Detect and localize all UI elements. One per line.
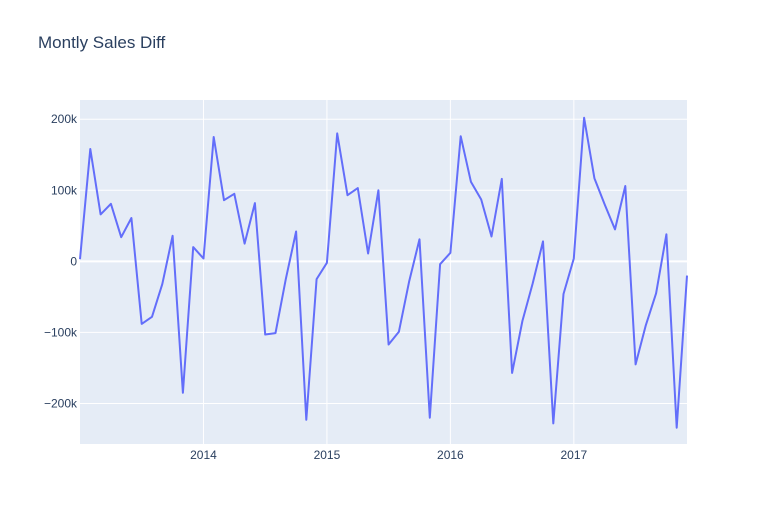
data-point[interactable] <box>190 244 196 250</box>
y-tick-label: 100k <box>51 183 78 197</box>
data-point[interactable] <box>149 314 155 320</box>
data-point[interactable] <box>561 291 567 297</box>
y-axis-ticks: 200k 100k 0 −100k −200k <box>44 112 78 410</box>
data-point[interactable] <box>447 250 453 256</box>
data-point[interactable] <box>344 192 350 198</box>
y-tick-label: −100k <box>44 325 78 339</box>
y-tick-label: 200k <box>51 112 78 126</box>
data-point[interactable] <box>108 201 114 207</box>
data-point[interactable] <box>499 176 505 182</box>
chart-title: Montly Sales Diff <box>38 33 166 52</box>
data-point[interactable] <box>314 276 320 282</box>
data-point[interactable] <box>458 133 464 139</box>
data-point[interactable] <box>221 197 227 203</box>
data-point[interactable] <box>200 255 206 261</box>
x-tick-label: 2014 <box>190 448 217 462</box>
x-axis-ticks: 2014 2015 2016 2017 <box>190 448 587 462</box>
data-point[interactable] <box>509 370 515 376</box>
data-point[interactable] <box>550 420 556 426</box>
data-point[interactable] <box>530 280 536 286</box>
data-point[interactable] <box>262 332 268 338</box>
data-point[interactable] <box>427 415 433 421</box>
data-point[interactable] <box>653 290 659 296</box>
y-tick-label: 0 <box>70 254 77 268</box>
series-line[interactable] <box>79 116 688 429</box>
data-point[interactable] <box>437 261 443 267</box>
data-point[interactable] <box>571 255 577 261</box>
data-point[interactable] <box>417 236 423 242</box>
data-point[interactable] <box>334 130 340 136</box>
data-point[interactable] <box>365 251 371 257</box>
data-point[interactable] <box>674 425 680 431</box>
data-point[interactable] <box>396 329 402 335</box>
y-tick-label: −200k <box>44 396 78 410</box>
data-point[interactable] <box>633 361 639 367</box>
data-point[interactable] <box>468 179 474 185</box>
data-point[interactable] <box>622 183 628 189</box>
data-point[interactable] <box>128 215 134 221</box>
data-point[interactable] <box>283 276 289 282</box>
x-tick-label: 2015 <box>314 448 341 462</box>
data-point[interactable] <box>355 185 361 191</box>
data-point[interactable] <box>643 322 649 328</box>
data-point[interactable] <box>272 330 278 336</box>
data-point[interactable] <box>231 191 237 197</box>
data-point[interactable] <box>303 417 309 423</box>
data-point[interactable] <box>242 241 248 247</box>
data-point[interactable] <box>98 211 104 217</box>
gridlines <box>80 100 687 444</box>
data-point[interactable] <box>602 201 608 207</box>
data-point[interactable] <box>612 226 618 232</box>
data-point[interactable] <box>478 197 484 203</box>
data-point[interactable] <box>293 228 299 234</box>
data-point[interactable] <box>581 115 587 121</box>
data-point[interactable] <box>170 233 176 239</box>
data-point[interactable] <box>139 321 145 327</box>
data-point[interactable] <box>159 281 165 287</box>
data-point[interactable] <box>211 134 217 140</box>
data-point[interactable] <box>591 175 597 181</box>
data-point[interactable] <box>540 238 546 244</box>
data-point[interactable] <box>375 187 381 193</box>
data-point[interactable] <box>519 318 525 324</box>
data-point[interactable] <box>489 233 495 239</box>
data-point[interactable] <box>684 273 690 279</box>
data-point[interactable] <box>118 234 124 240</box>
data-point[interactable] <box>406 278 412 284</box>
series-layer <box>77 115 690 431</box>
data-point[interactable] <box>77 256 83 262</box>
data-point[interactable] <box>386 341 392 347</box>
data-point[interactable] <box>180 390 186 396</box>
data-point[interactable] <box>324 260 330 266</box>
x-tick-label: 2016 <box>437 448 464 462</box>
data-point[interactable] <box>663 231 669 237</box>
data-point[interactable] <box>87 146 93 152</box>
data-point[interactable] <box>252 200 258 206</box>
x-tick-label: 2017 <box>560 448 587 462</box>
